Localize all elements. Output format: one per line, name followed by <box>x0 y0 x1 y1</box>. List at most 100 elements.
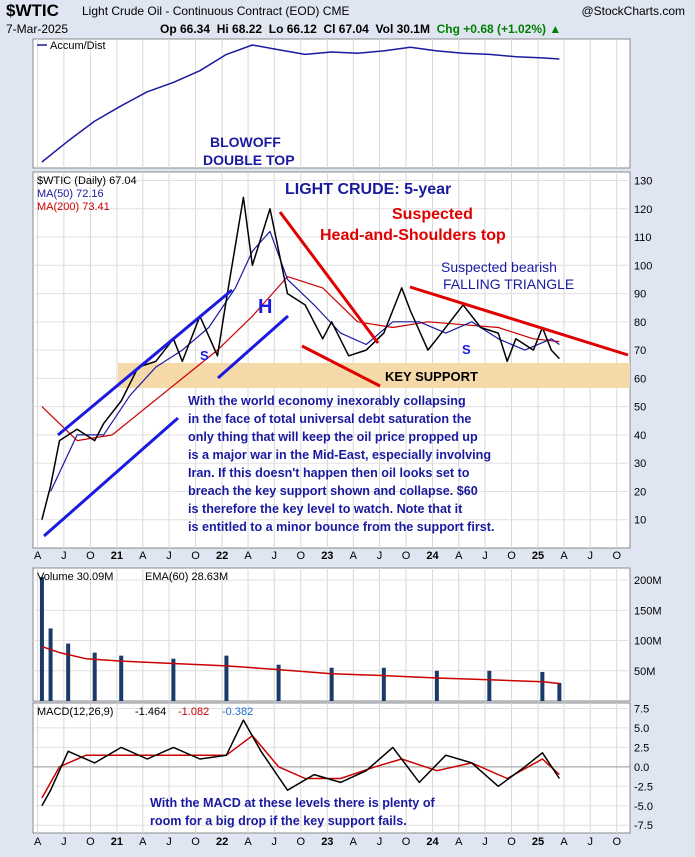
macd-signal-line <box>41 734 560 799</box>
x-tick-label: A <box>34 550 42 562</box>
x-tick-label: 23 <box>321 550 333 562</box>
volume-bar <box>92 652 97 701</box>
neckline-channel-line <box>217 314 289 380</box>
y-tick-label: 90 <box>634 289 646 301</box>
x-tick-label: A <box>350 550 358 562</box>
price-x-axis: A J O 21 A J O 22 A J O 23 A J O 24 A J O 25 A J O <box>34 550 622 562</box>
volume-bar <box>171 658 176 701</box>
volume-bar <box>119 655 124 701</box>
x-tick-label: A <box>560 550 568 562</box>
y-tick-label: 200M <box>634 575 662 587</box>
x-tick-label: 24 <box>426 550 439 562</box>
volume-bar <box>48 628 53 701</box>
y-tick-label: 80 <box>634 317 646 329</box>
triangle-upper-line <box>409 285 629 357</box>
source-label: @StockCharts.com <box>581 4 685 18</box>
y-tick-label: 40 <box>634 430 646 442</box>
volume-bar <box>66 643 71 701</box>
blowoff-label: BLOWOFF <box>210 134 281 150</box>
y-tick-label: 100M <box>634 636 662 648</box>
y-tick-label: 10 <box>634 515 646 527</box>
macd-x-axis: A J O 21 A J O 22 A J O 23 A J O 24 A J O 25 A J O <box>34 836 622 848</box>
volume-legend: Volume 30.09M EMA(60) 28.63M <box>37 571 228 583</box>
ma50-legend-label: MA(50) 72.16 <box>37 188 104 200</box>
y-tick-label: 50 <box>634 402 646 414</box>
volume-bar <box>434 670 439 701</box>
x-tick-label: A <box>560 836 568 848</box>
commentary-line-1: With the world economy inexorably collap… <box>188 394 466 408</box>
ma50-line <box>50 230 560 492</box>
x-tick-label: A <box>139 550 147 562</box>
x-tick-label: 25 <box>532 550 544 562</box>
commentary-line-3: only thing that will keep the oil price … <box>188 430 478 444</box>
x-tick-label: J <box>377 836 383 848</box>
x-tick-label: O <box>402 550 411 562</box>
volume-legend-label: Volume 30.09M <box>37 571 113 583</box>
hs-label-line1: Suspected <box>392 206 473 223</box>
x-tick-label: A <box>139 836 147 848</box>
x-tick-label: O <box>86 836 95 848</box>
instrument-name: Light Crude Oil - Continuous Contract (E… <box>82 4 349 18</box>
volume-bar <box>224 655 229 701</box>
quote-line: Op 66.34 Hi 68.22 Lo 66.12 Cl 67.04 Vol … <box>160 22 561 36</box>
volume-bar <box>276 664 281 701</box>
y-tick-label: 60 <box>634 373 646 385</box>
volume-ema-line <box>41 645 560 685</box>
y-tick-label: 150M <box>634 605 662 617</box>
volume-bar <box>39 577 44 701</box>
date-label: 7-Mar-2025 <box>6 22 69 36</box>
x-tick-label: A <box>455 550 463 562</box>
x-tick-label: 23 <box>321 836 333 848</box>
commentary-box: With the world economy inexorably collap… <box>188 392 616 536</box>
hs-label-line2: Head-and-Shoulders top <box>320 227 506 244</box>
triangle-label-line1: Suspected bearish <box>441 259 557 275</box>
volume-value: Vol 30.1M <box>375 22 430 36</box>
x-tick-label: O <box>191 836 200 848</box>
volume-bar <box>540 671 545 701</box>
x-tick-label: 25 <box>532 836 544 848</box>
x-tick-label: J <box>377 550 383 562</box>
accum-dist-line <box>41 44 560 163</box>
y-tick-label: 2.5 <box>634 742 649 754</box>
x-tick-label: A <box>34 836 42 848</box>
x-tick-label: 22 <box>216 550 228 562</box>
macd-note-line-1: With the MACD at these levels there is p… <box>150 796 435 810</box>
ma200-line <box>41 276 560 442</box>
up-arrow-icon: ▲ <box>549 22 562 36</box>
open-value: Op 66.34 <box>160 22 211 36</box>
x-tick-label: O <box>402 836 411 848</box>
x-tick-label: J <box>61 550 67 562</box>
chart-header: $WTIC Light Crude Oil - Continuous Contr… <box>0 0 695 38</box>
y-tick-label: -5.0 <box>634 801 653 813</box>
x-tick-label: J <box>272 550 278 562</box>
commentary-line-4: is a major war in the Mid-East, especial… <box>188 448 492 462</box>
accum-dist-legend-label: Accum/Dist <box>50 40 106 52</box>
y-tick-label: 100 <box>634 260 652 272</box>
x-tick-label: O <box>297 550 306 562</box>
x-tick-label: J <box>587 836 593 848</box>
x-tick-label: O <box>191 550 200 562</box>
y-tick-label: 5.0 <box>634 723 649 735</box>
y-tick-label: 130 <box>634 175 652 187</box>
volume-bar <box>557 682 562 701</box>
hs-right-shoulder-line <box>278 211 380 344</box>
close-value: Cl 67.04 <box>323 22 369 36</box>
right-shoulder-label: S <box>462 342 471 357</box>
x-tick-label: 22 <box>216 836 228 848</box>
x-tick-label: J <box>61 836 67 848</box>
x-tick-label: 21 <box>111 550 123 562</box>
x-tick-label: A <box>244 836 252 848</box>
y-tick-label: 20 <box>634 486 646 498</box>
commentary-line-7: is therefore the key level to watch. Not… <box>188 502 463 516</box>
hs-support-line <box>301 344 381 388</box>
y-tick-label: -2.5 <box>634 781 653 793</box>
series-layer <box>33 44 630 807</box>
low-value: Lo 66.12 <box>268 22 317 36</box>
instrument-name-text: Light Crude Oil - Continuous Contract (E… <box>82 4 320 18</box>
price-line <box>41 196 560 520</box>
commentary-line-5: Iran. If this doesn't happen then oil lo… <box>188 466 470 480</box>
x-tick-label: A <box>455 836 463 848</box>
x-tick-label: A <box>244 550 252 562</box>
ma200-legend-label: MA(200) 73.41 <box>37 201 110 213</box>
